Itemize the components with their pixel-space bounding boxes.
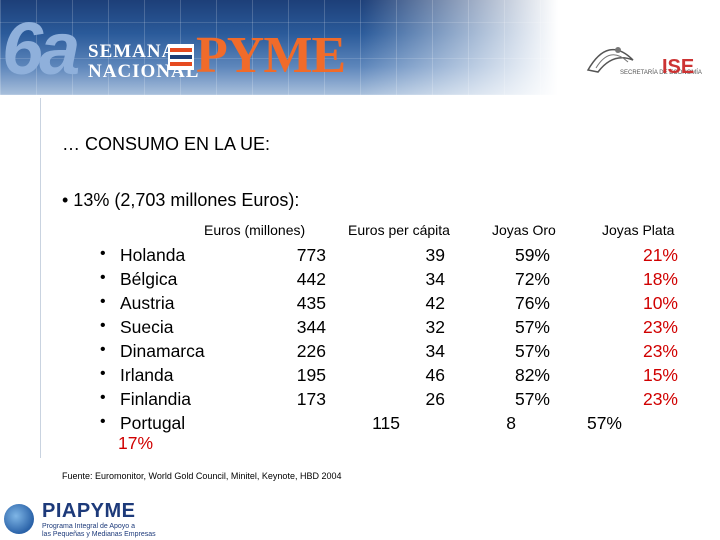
plata-value: 15% [642,365,678,385]
plata-value: 10% [642,293,678,313]
per-capita-value: 46 [425,365,445,385]
source-note: Fuente: Euromonitor, World Gold Council,… [62,471,342,481]
per-capita-value: 115 [372,413,400,433]
wrapped-plata-value: 17% [118,433,154,453]
country-name: Holanda [120,245,186,265]
euros-value: 344 [296,317,326,337]
list-bullet: • [100,413,106,430]
country-name: Portugal [120,413,186,433]
per-capita-value: 34 [425,269,445,289]
plata-value: 23% [642,317,678,337]
euros-value: 442 [296,269,326,289]
plata-value: 23% [642,341,678,361]
oro-value: 57% [514,389,550,409]
oro-value: 82% [514,365,550,385]
oro-value: 76% [514,293,550,313]
list-bullet: • [100,341,106,358]
pyme-logo: PYME [196,27,346,84]
euros-value: 173 [296,389,326,409]
euros-value: 226 [296,341,326,361]
piapyme-wordmark: PIAPYME [42,500,136,522]
pyme-emblem-icon [168,44,194,70]
per-capita-value: 26 [425,389,445,409]
per-capita-value: 32 [425,317,445,337]
oro-value: 59% [514,245,550,265]
country-name: Suecia [120,317,174,337]
plata-value: 21% [642,245,678,265]
oro-value: 57% [514,341,550,361]
country-name: Austria [120,293,175,313]
country-name: Bélgica [120,269,178,289]
edition-number: 6a [2,7,80,90]
per-capita-value: 42 [425,293,445,313]
euros-value: 773 [296,245,326,265]
country-name: Dinamarca [120,341,205,361]
eagle-seal-icon [586,47,634,73]
banner-fade [360,0,720,95]
per-capita-value: 39 [425,245,445,265]
oro-value: 8 [506,413,516,433]
main-bullet: • 13% (2,703 millones Euros): [62,190,300,210]
header-banner: 6a SEMANA NACIONAL PYME SECRETARÍA DE EC… [0,0,720,95]
euros-value: 195 [296,365,326,385]
oro-value: 57% [514,317,550,337]
col-header-euros: Euros (millones) [204,222,306,238]
country-name: Irlanda [120,365,174,385]
plata-value: 23% [642,389,678,409]
list-bullet: • [100,269,106,286]
slide-title: … CONSUMO EN LA UE: [62,134,271,154]
piapyme-subtitle: Programa Integral de Apoyo a las Pequeña… [42,523,156,539]
oro-value: 72% [514,269,550,289]
col-header-oro: Joyas Oro [492,222,556,238]
list-bullet: • [100,317,106,334]
secretaria-label: SECRETARÍA DE ECONOMÍA [620,70,702,76]
per-capita-value: 34 [425,341,445,361]
country-name: Finlandia [120,389,192,409]
list-bullet: • [100,365,106,382]
piapyme-logo: PIAPYME Programa Integral de Apoyo a las… [0,496,200,540]
plata-value: 57% [586,413,622,433]
col-header-per-capita: Euros per cápita [348,222,450,238]
list-bullet: • [100,293,106,310]
globe-icon [4,504,34,534]
list-bullet: • [100,389,106,406]
col-header-plata: Joyas Plata [602,222,675,238]
left-guide-line [40,98,41,458]
euros-value: 435 [296,293,326,313]
list-bullet: • [100,245,106,262]
ise-logo: ISE [662,56,695,78]
plata-value: 18% [642,269,678,289]
